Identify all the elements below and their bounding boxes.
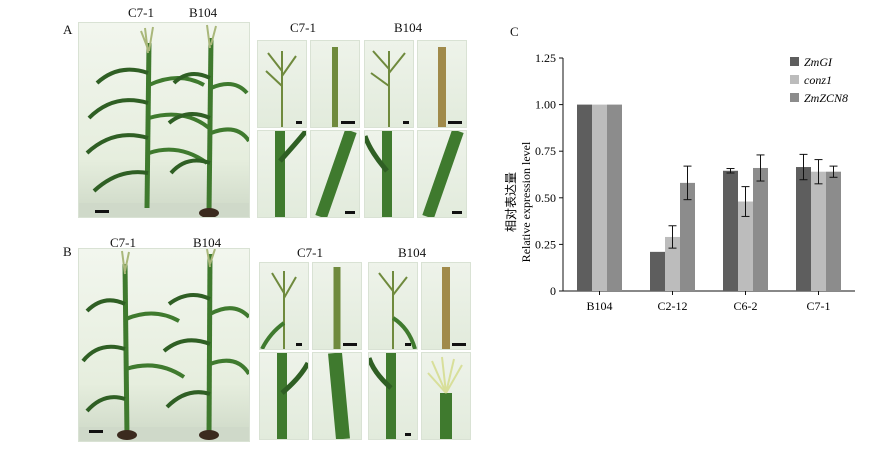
- y-tick-label: 0.75: [535, 144, 556, 158]
- legend-swatch: [790, 57, 799, 66]
- panel-a-plant-label-b104: B104: [189, 5, 218, 20]
- panel-b-c7-1-ear-photo: [312, 352, 362, 440]
- tassel-closeup-photo-icon: [442, 267, 450, 349]
- y-axis-label-chinese: 相对表达量: [504, 172, 518, 232]
- scale-bar: [452, 343, 466, 346]
- stem-closeup-photo-icon: [369, 353, 396, 439]
- bar-zmzcn8-c2-12: [680, 182, 695, 291]
- x-tick-label: C2-12: [658, 299, 688, 313]
- panel-b-b104-tassel-photo: [368, 262, 418, 350]
- panel-b-detail-label-c7-1: C7-1: [297, 245, 323, 260]
- y-axis-label: Relative expression level: [519, 141, 533, 262]
- panel-b-c7-1-tassel-photo: [259, 262, 309, 350]
- stem-closeup-photo-icon: [275, 131, 306, 217]
- tassel-closeup-photo-icon: [260, 271, 297, 349]
- scale-bar: [95, 210, 109, 213]
- scale-bar: [345, 211, 355, 214]
- tassel-closeup-photo-icon: [378, 271, 417, 349]
- panel-a-c7-1-ear-photo: [310, 130, 360, 218]
- scale-bar: [403, 121, 409, 124]
- panel-a-whole-plant-photo: [78, 22, 250, 218]
- panel-b-b104-spike-photo: [421, 262, 471, 350]
- expression-bar-chart: 相对表达量 Relative expression level 0 0.25 0.5…: [504, 51, 855, 313]
- scale-bar: [405, 433, 411, 436]
- panel-a-detail-label-c7-1: C7-1: [290, 20, 316, 35]
- bar-zmgi-b104: [577, 104, 592, 291]
- panel-b-b104-silk-photo: [421, 352, 471, 440]
- stem-closeup-photo-icon: [365, 131, 392, 217]
- bar-conz1-c2-12: [665, 236, 680, 291]
- panel-a-letter: A: [63, 22, 73, 37]
- scale-bar: [343, 343, 357, 346]
- panel-a-detail-label-b104: B104: [394, 20, 423, 35]
- panel-a-b104-ear-photo: [417, 130, 467, 218]
- legend-label: conz1: [804, 73, 832, 87]
- stem-closeup-photo-icon: [427, 356, 463, 439]
- panel-a-c7-1-stem-photo: [257, 130, 307, 218]
- tassel-closeup-photo-icon: [438, 47, 446, 127]
- panel-a-c7-1-tassel-photo: [257, 40, 307, 128]
- tassel-closeup-photo-icon: [333, 267, 341, 349]
- panel-b-plant-label-b104: B104: [193, 235, 222, 250]
- tassel-closeup-photo-icon: [370, 50, 406, 127]
- panel-b-detail-label-b104: B104: [398, 245, 427, 260]
- scale-bar: [405, 343, 411, 346]
- panel-a-b104-tassel-photo: [364, 40, 414, 128]
- scale-bar: [89, 430, 103, 433]
- scale-bar: [448, 121, 462, 124]
- panel-b-plant-label-c7-1: C7-1: [110, 235, 136, 250]
- bar-zmgi-c6-2: [723, 170, 738, 291]
- legend-swatch: [790, 93, 799, 102]
- maize-plant-photo-icon: [79, 24, 249, 217]
- bar-zmzcn8-b104: [607, 104, 622, 291]
- legend-label: ZmZCN8: [804, 91, 848, 105]
- panel-b-c7-1-spike-photo: [312, 262, 362, 350]
- panel-a-plant-label-c7-1: C7-1: [128, 5, 154, 20]
- x-tick-label: B104: [586, 299, 612, 313]
- scale-bar: [296, 121, 302, 124]
- panel-b-b104-stem-photo: [368, 352, 418, 440]
- y-tick-label: 1.25: [535, 51, 556, 65]
- panel-a-b104-spike-photo: [417, 40, 467, 128]
- panel-b-letter: B: [63, 244, 72, 259]
- bar-zmzcn8-c6-2: [753, 167, 768, 291]
- y-tick-label: 0.25: [535, 237, 556, 251]
- x-tick-label: C6-2: [734, 299, 758, 313]
- panel-a-c7-1-spike-photo: [310, 40, 360, 128]
- scale-bar: [452, 211, 462, 214]
- panel-b-whole-plant-photo: [78, 248, 250, 442]
- y-tick-label: 1.00: [535, 98, 556, 112]
- stem-closeup-photo-icon: [277, 353, 308, 439]
- y-tick-label: 0: [550, 284, 556, 298]
- bar-conz1-b104: [592, 104, 607, 291]
- panel-b-c7-1-stem-photo: [259, 352, 309, 440]
- tassel-closeup-photo-icon: [332, 47, 338, 127]
- legend-label: ZmGI: [804, 55, 833, 69]
- panel-a-b104-stem-photo: [364, 130, 414, 218]
- y-tick-label: 0.50: [535, 191, 556, 205]
- panel-c-letter: C: [510, 24, 519, 39]
- stem-closeup-photo-icon: [328, 353, 350, 439]
- scale-bar: [296, 343, 302, 346]
- bar-zmgi-c2-12: [650, 251, 665, 291]
- bar-zmzcn8-c7-1: [826, 171, 841, 291]
- scale-bar: [341, 121, 355, 124]
- tassel-closeup-photo-icon: [265, 51, 297, 127]
- stem-closeup-photo-icon: [315, 131, 357, 217]
- x-tick-label: C7-1: [807, 299, 831, 313]
- bar-zmgi-c7-1: [796, 167, 811, 291]
- bar-conz1-c7-1: [811, 171, 826, 291]
- stem-closeup-photo-icon: [422, 131, 464, 217]
- bar-conz1-c6-2: [738, 201, 753, 291]
- maize-plant-photo-icon: [79, 249, 249, 441]
- legend-swatch: [790, 75, 799, 84]
